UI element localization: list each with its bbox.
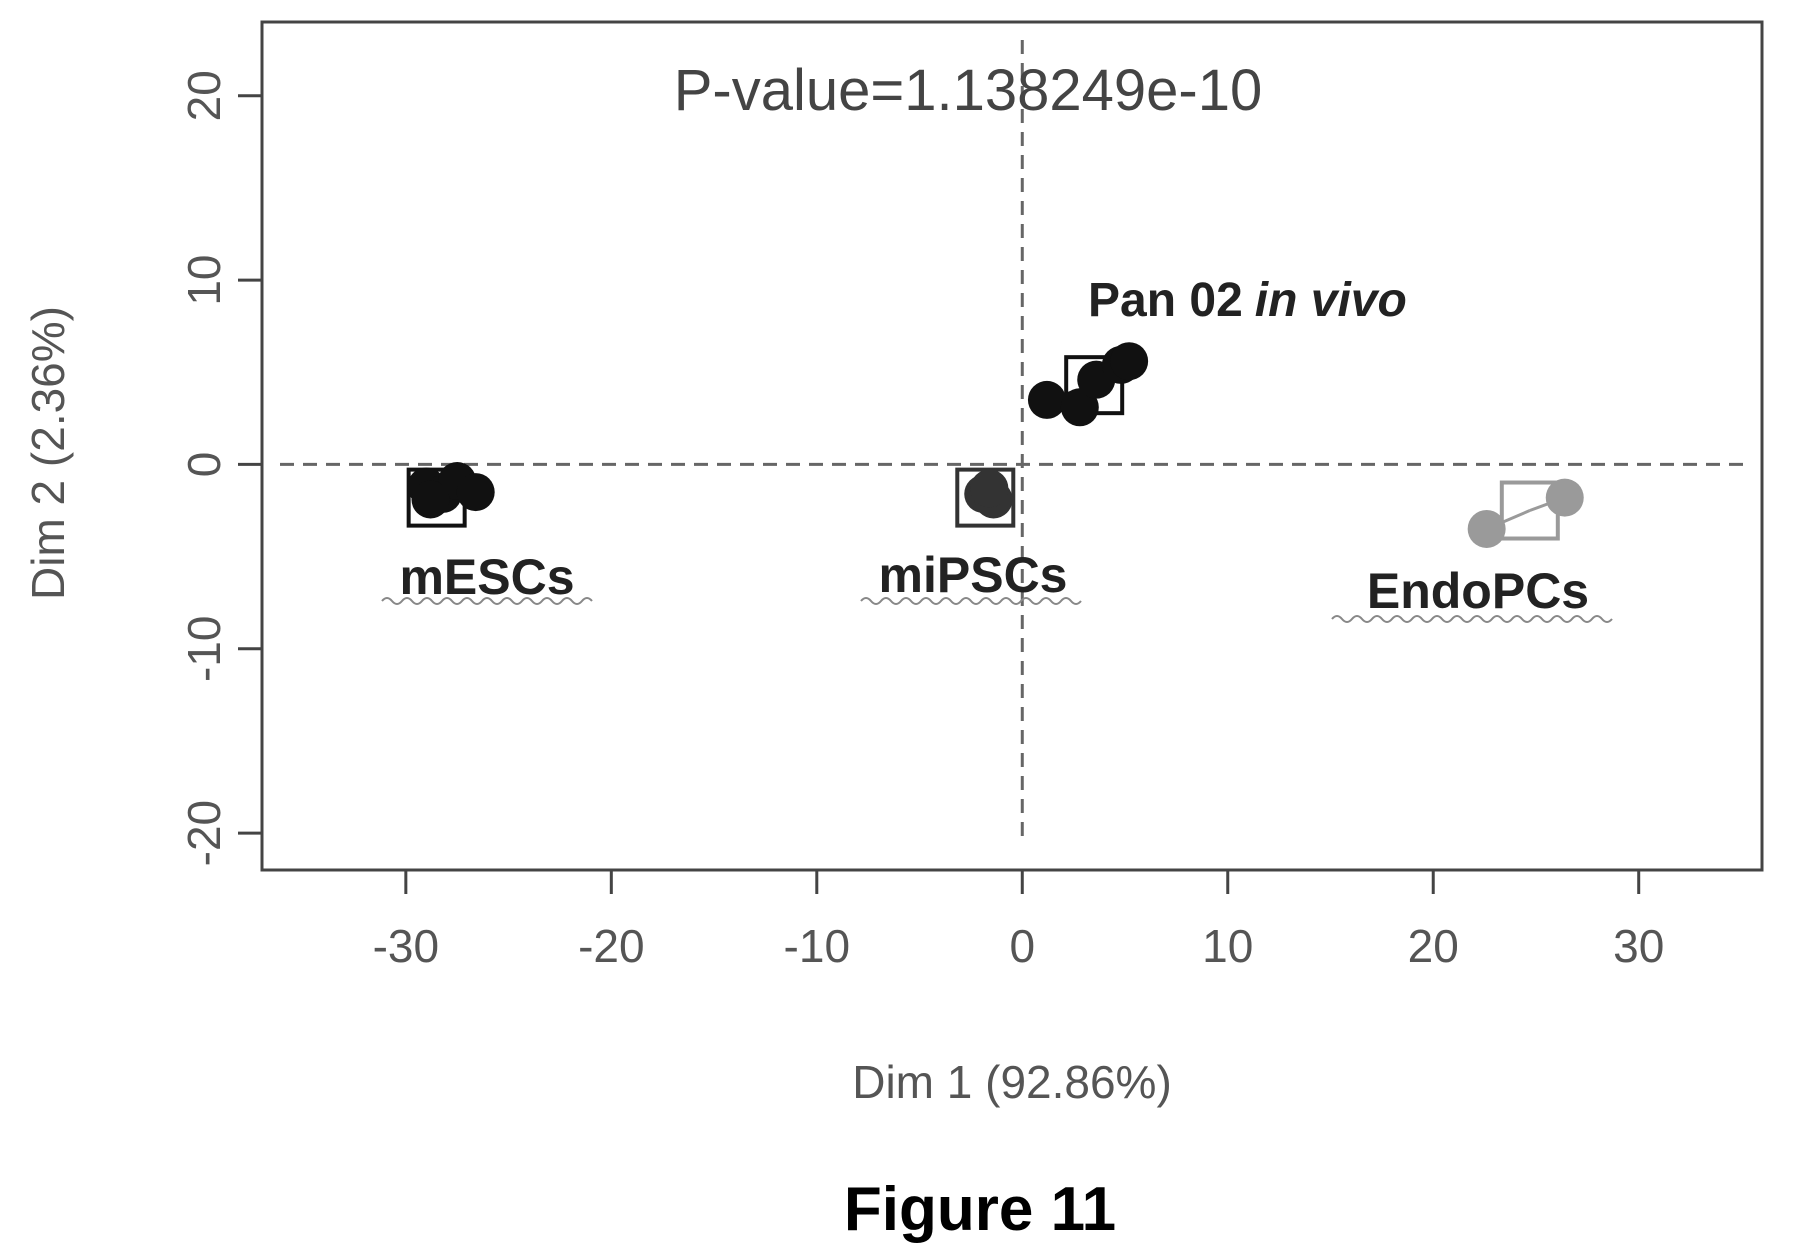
data-point (1060, 388, 1099, 427)
plot-frame (260, 20, 1764, 872)
y-tick-label: 10 (178, 255, 230, 306)
x-axis-title: Dim 1 (92.86%) (852, 1056, 1172, 1108)
group-pan-02-in-vivo (1027, 342, 1149, 427)
y-axis-ticks: 20 10 0 -10 -20 (178, 70, 262, 866)
data-point (970, 469, 1009, 508)
endopcs-label-underline (1331, 615, 1613, 623)
y-tick-label: 20 (178, 70, 230, 121)
x-tick-label: -30 (373, 920, 439, 972)
y-axis-title: Dim 2 (2.36%) (22, 306, 74, 600)
group-mescs (406, 462, 495, 528)
group-label-pan02: Pan 02 in vivo (1088, 274, 1407, 327)
x-tick-label: -20 (578, 920, 644, 972)
y-tick-label: -10 (178, 616, 230, 682)
y-tick-label: -20 (178, 800, 230, 866)
group-endopcs (1467, 478, 1584, 548)
data-point (1545, 478, 1584, 517)
p-value-annotation: P-value=1.138249e-10 (674, 58, 1263, 123)
x-tick-label: 10 (1202, 920, 1253, 972)
y-tick-label: 0 (178, 452, 230, 478)
x-axis-ticks: -30 -20 -10 0 10 20 30 (373, 870, 1664, 972)
data-groups (406, 342, 1584, 548)
data-point (1110, 342, 1149, 381)
figure-caption: Figure 11 (844, 1175, 1116, 1244)
x-tick-label: 0 (1009, 920, 1035, 972)
x-tick-label: 20 (1408, 920, 1459, 972)
data-point (1467, 509, 1506, 548)
data-point (1027, 380, 1066, 419)
group-mipscs (955, 467, 1016, 528)
mipscs-label-underline (860, 597, 1082, 605)
group-label-endopcs: EndoPCs (1367, 563, 1589, 619)
data-point (411, 480, 450, 519)
group-label-mescs: mESCs (399, 549, 574, 605)
x-tick-label: -10 (784, 920, 850, 972)
x-tick-label: 30 (1613, 920, 1664, 972)
pan02-label-italic: in vivo (1255, 274, 1407, 327)
group-label-mipscs: miPSCs (879, 547, 1068, 603)
mescs-label-underline (381, 597, 593, 605)
pan02-label-main: Pan 02 (1088, 274, 1243, 327)
data-point (456, 473, 495, 512)
